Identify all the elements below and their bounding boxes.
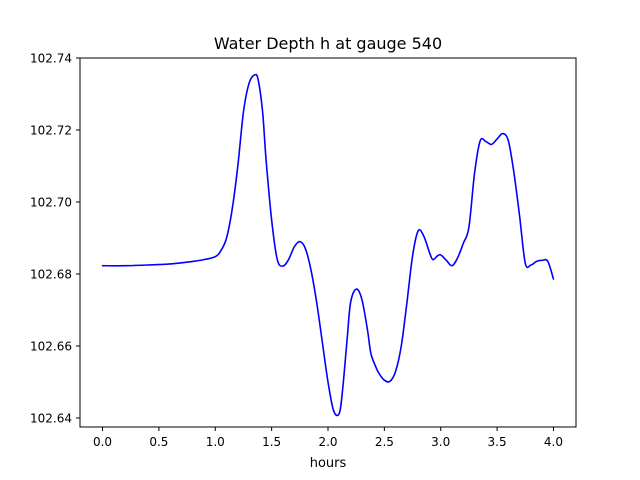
series-lines [101, 73, 555, 417]
x-tick-label: 4.0 [544, 435, 563, 449]
x-tick-label: 0.5 [149, 435, 168, 449]
x-tick-label: 3.5 [488, 435, 507, 449]
plot-area-frame [79, 57, 577, 428]
chart-title: Water Depth h at gauge 540 [214, 34, 442, 53]
y-tick-label: 102.68 [30, 268, 72, 282]
y-tick-label: 102.74 [30, 52, 72, 66]
x-tick-label: 2.0 [318, 435, 337, 449]
x-tick-label: 1.5 [262, 435, 281, 449]
series-line [101, 73, 555, 417]
x-axis: 0.0 0.5 1.0 1.5 2.0 2.5 3.0 3.5 4.0 [93, 427, 563, 449]
x-tick-label: 2.5 [375, 435, 394, 449]
y-axis: 102.64 102.66 102.68 102.70 102.72 102.74 [30, 52, 80, 426]
y-tick-label: 102.66 [30, 340, 72, 354]
x-tick-label: 3.0 [431, 435, 450, 449]
x-axis-label: hours [310, 456, 347, 471]
x-tick-label: 1.0 [206, 435, 225, 449]
y-tick-label: 102.64 [30, 412, 72, 426]
x-tick-label: 0.0 [93, 435, 112, 449]
y-tick-label: 102.72 [30, 124, 72, 138]
y-tick-label: 102.70 [30, 196, 72, 210]
